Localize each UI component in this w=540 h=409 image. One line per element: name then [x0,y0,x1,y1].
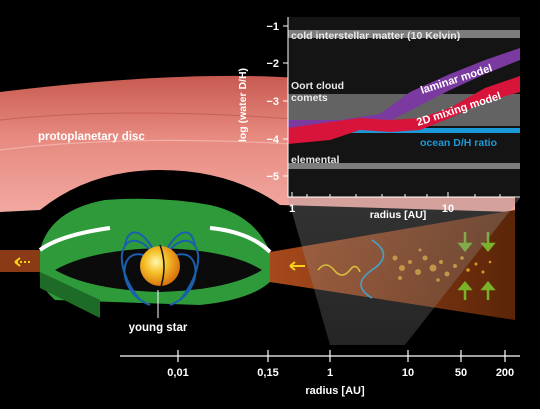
zoom-cone [288,198,520,345]
bottom-axis-label: radius [AU] [305,385,365,397]
inflow-arrows [14,257,305,271]
y-tick-label: −3 [266,96,279,108]
bottom-tick-label: 50 [455,367,467,379]
disc-label: protoplanetary disc [38,131,145,143]
y-tick-label: −5 [266,171,279,183]
disc-cut-face [40,272,100,318]
bottom-axis: 0,01 0,15 1 10 50 200 radius [AU] [120,350,520,397]
y-tick-label: −2 [266,58,279,70]
x-tick-label: 10 [442,203,454,215]
star-label: young star [129,322,188,334]
bottom-tick-label: 200 [496,367,514,379]
bottom-tick-label: 1 [327,367,333,379]
young-star [120,231,200,306]
bottom-tick-label: 10 [402,367,414,379]
y-tick-label: −1 [266,21,279,33]
y-tick-label: −4 [266,134,279,146]
band-label-cold: cold interstellar matter (10 Kelvin) [291,30,460,42]
x-tick-marks [291,192,501,197]
laminar-model-band [288,48,520,132]
inset-y-axis-label: log (water D/H) [237,68,249,142]
inner-rim-highlight [209,226,272,254]
inner-rim-highlight [38,226,111,252]
band-label-oort: Oort cloud [291,80,344,92]
bottom-tick-marks [177,350,506,362]
y-tick-marks [283,25,288,177]
band-label-comets: comets [291,92,328,104]
bottom-tick-label: 0,15 [257,367,278,379]
band-label-elemental: elemental [291,154,340,166]
band-elemental [288,163,520,169]
inset-plot: cold interstellar matter (10 Kelvin) Oor… [237,17,520,221]
mixing-model-band [288,76,520,144]
x-tick-label: 1 [289,203,295,215]
bottom-tick-label: 0,01 [167,367,188,379]
ocean-label: ocean D/H ratio [420,137,497,149]
inset-x-axis-label: radius [AU] [370,209,427,221]
band-cold [288,30,520,38]
